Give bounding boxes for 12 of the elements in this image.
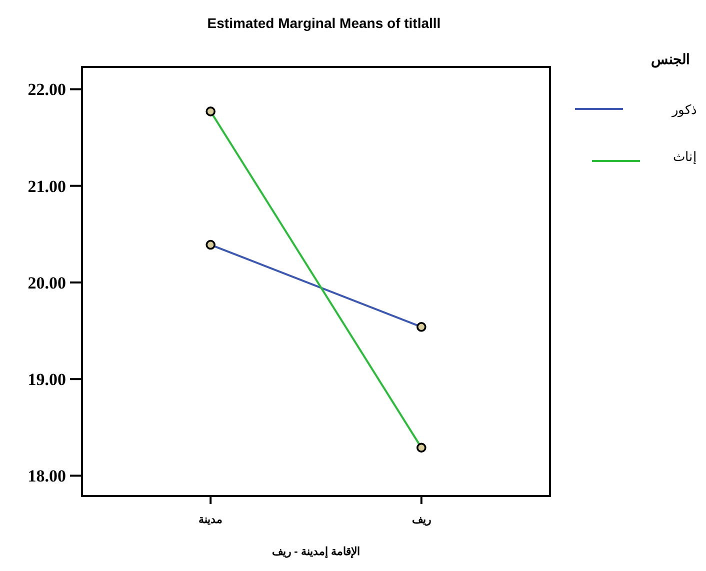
y-tick-label: 19.00: [28, 370, 66, 390]
y-tick-label: 22.00: [28, 80, 66, 100]
x-tick-label: مدينة: [198, 514, 223, 526]
y-tick-label: 20.00: [28, 273, 66, 292]
chart-title: Estimated Marginal Means of titlalll: [207, 15, 441, 31]
x-axis-title: الإقامة إمدينة - ريف: [272, 546, 360, 559]
y-tick-label: 21.00: [28, 176, 66, 196]
text: إناث: [673, 150, 697, 165]
y-tick-label: 18.00: [28, 466, 66, 486]
legend-title: الجنس: [651, 53, 690, 68]
text: ذكور: [671, 103, 697, 118]
x-tick-label: ريف: [412, 514, 431, 526]
